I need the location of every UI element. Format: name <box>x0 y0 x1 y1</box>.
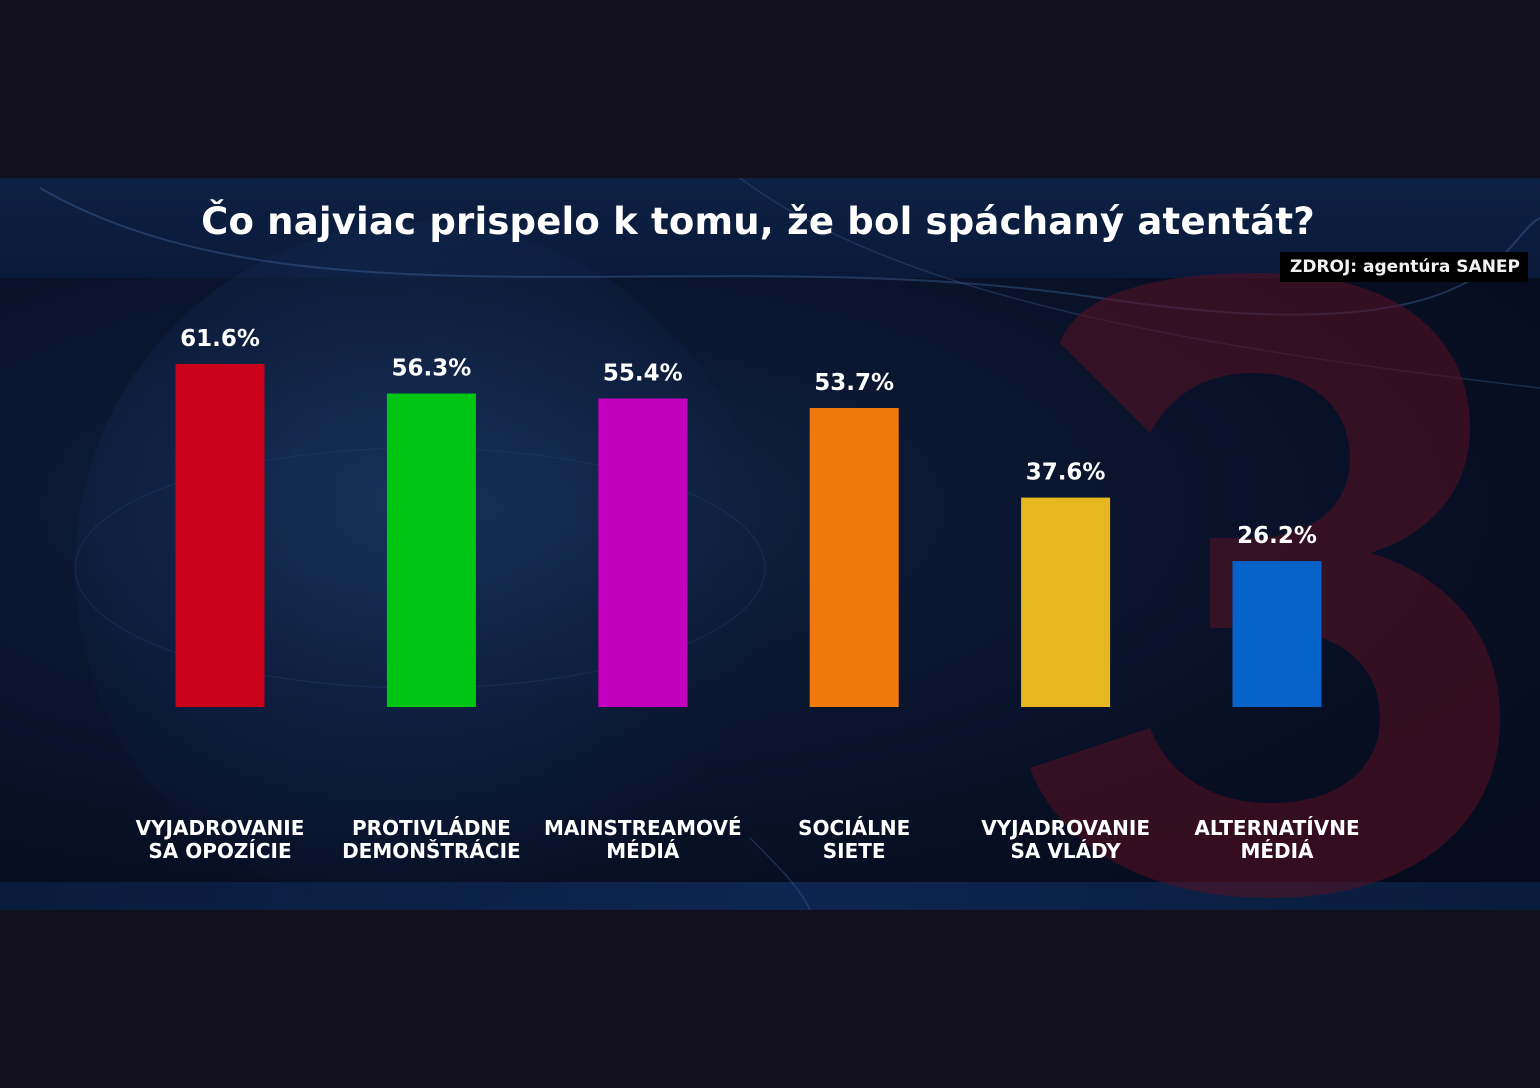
category-label-5-line-0: ALTERNATÍVNE <box>1194 816 1359 840</box>
category-label-4-line-1: SA VLÁDY <box>1011 839 1122 863</box>
bar-5 <box>1232 561 1322 707</box>
bar-1 <box>386 393 476 707</box>
value-label-1: 56.3% <box>392 356 472 382</box>
category-label-0-line-0: VYJADROVANIE <box>136 816 305 840</box>
bar-2 <box>598 398 688 707</box>
value-label-5: 26.2% <box>1237 523 1317 549</box>
bar-4 <box>1021 497 1111 707</box>
bar-3 <box>809 408 899 707</box>
value-label-3: 53.7% <box>814 370 894 396</box>
value-label-0: 61.6% <box>180 326 260 352</box>
category-label-2-line-1: MÉDIÁ <box>606 839 680 863</box>
category-label-1-line-0: PROTIVLÁDNE <box>352 816 511 840</box>
chart-title: Čo najviac prispelo k tomu, že bol spách… <box>201 200 1315 243</box>
category-label-5-line-1: MÉDIÁ <box>1240 839 1314 863</box>
category-label-2-line-0: MAINSTREAMOVÉ <box>544 816 742 840</box>
category-label-3-line-0: SOCIÁLNE <box>798 816 910 840</box>
broadcast-panel: Čo najviac prispelo k tomu, že bol spách… <box>0 178 1540 910</box>
source-label: ZDROJ: agentúra SANEP <box>1280 252 1528 282</box>
category-label-1-line-1: DEMONŠTRÁCIE <box>342 839 521 863</box>
value-label-4: 37.6% <box>1026 460 1106 486</box>
bar-0 <box>175 364 265 707</box>
value-label-2: 55.4% <box>603 361 683 387</box>
category-label-0-line-1: SA OPOZÍCIE <box>148 839 291 863</box>
category-label-3-line-1: SIETE <box>823 839 886 863</box>
category-label-4-line-0: VYJADROVANIE <box>981 816 1150 840</box>
